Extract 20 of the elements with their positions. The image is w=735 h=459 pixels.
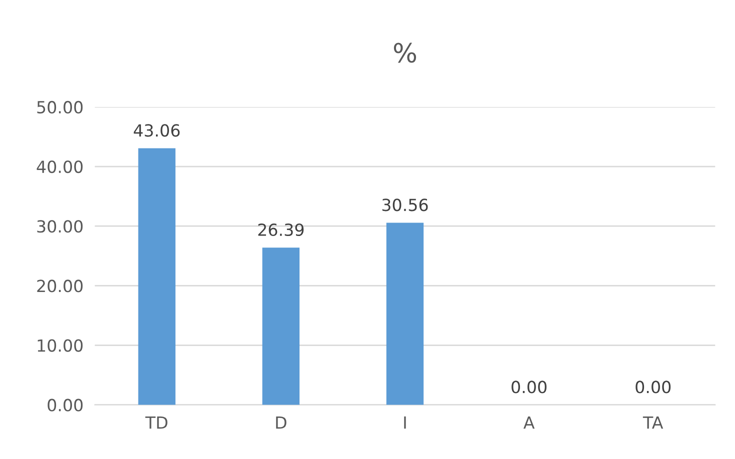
data-label: 26.39 <box>258 223 304 236</box>
bar <box>386 222 424 405</box>
y-tick-label: 50.00 <box>37 100 83 114</box>
data-label: 0.00 <box>512 380 546 394</box>
x-tick-label: TD <box>145 416 168 429</box>
y-tick-label: 0.00 <box>48 398 83 412</box>
bar <box>138 148 176 405</box>
x-tick-label: I <box>404 416 406 429</box>
x-tick-label: TA <box>642 416 664 429</box>
data-label: 43.06 <box>134 124 180 137</box>
chart-title: % <box>394 42 416 63</box>
y-tick-label: 30.00 <box>37 220 83 233</box>
y-tick-label: 20.00 <box>37 280 83 292</box>
bar <box>262 248 300 405</box>
data-label: 30.56 <box>382 198 428 212</box>
x-tick-label: A <box>523 416 535 429</box>
x-tick-label: D <box>276 416 286 429</box>
y-tick-label: 40.00 <box>36 160 83 174</box>
data-label: 0.00 <box>636 380 671 394</box>
y-tick-label: 10.00 <box>38 339 83 352</box>
